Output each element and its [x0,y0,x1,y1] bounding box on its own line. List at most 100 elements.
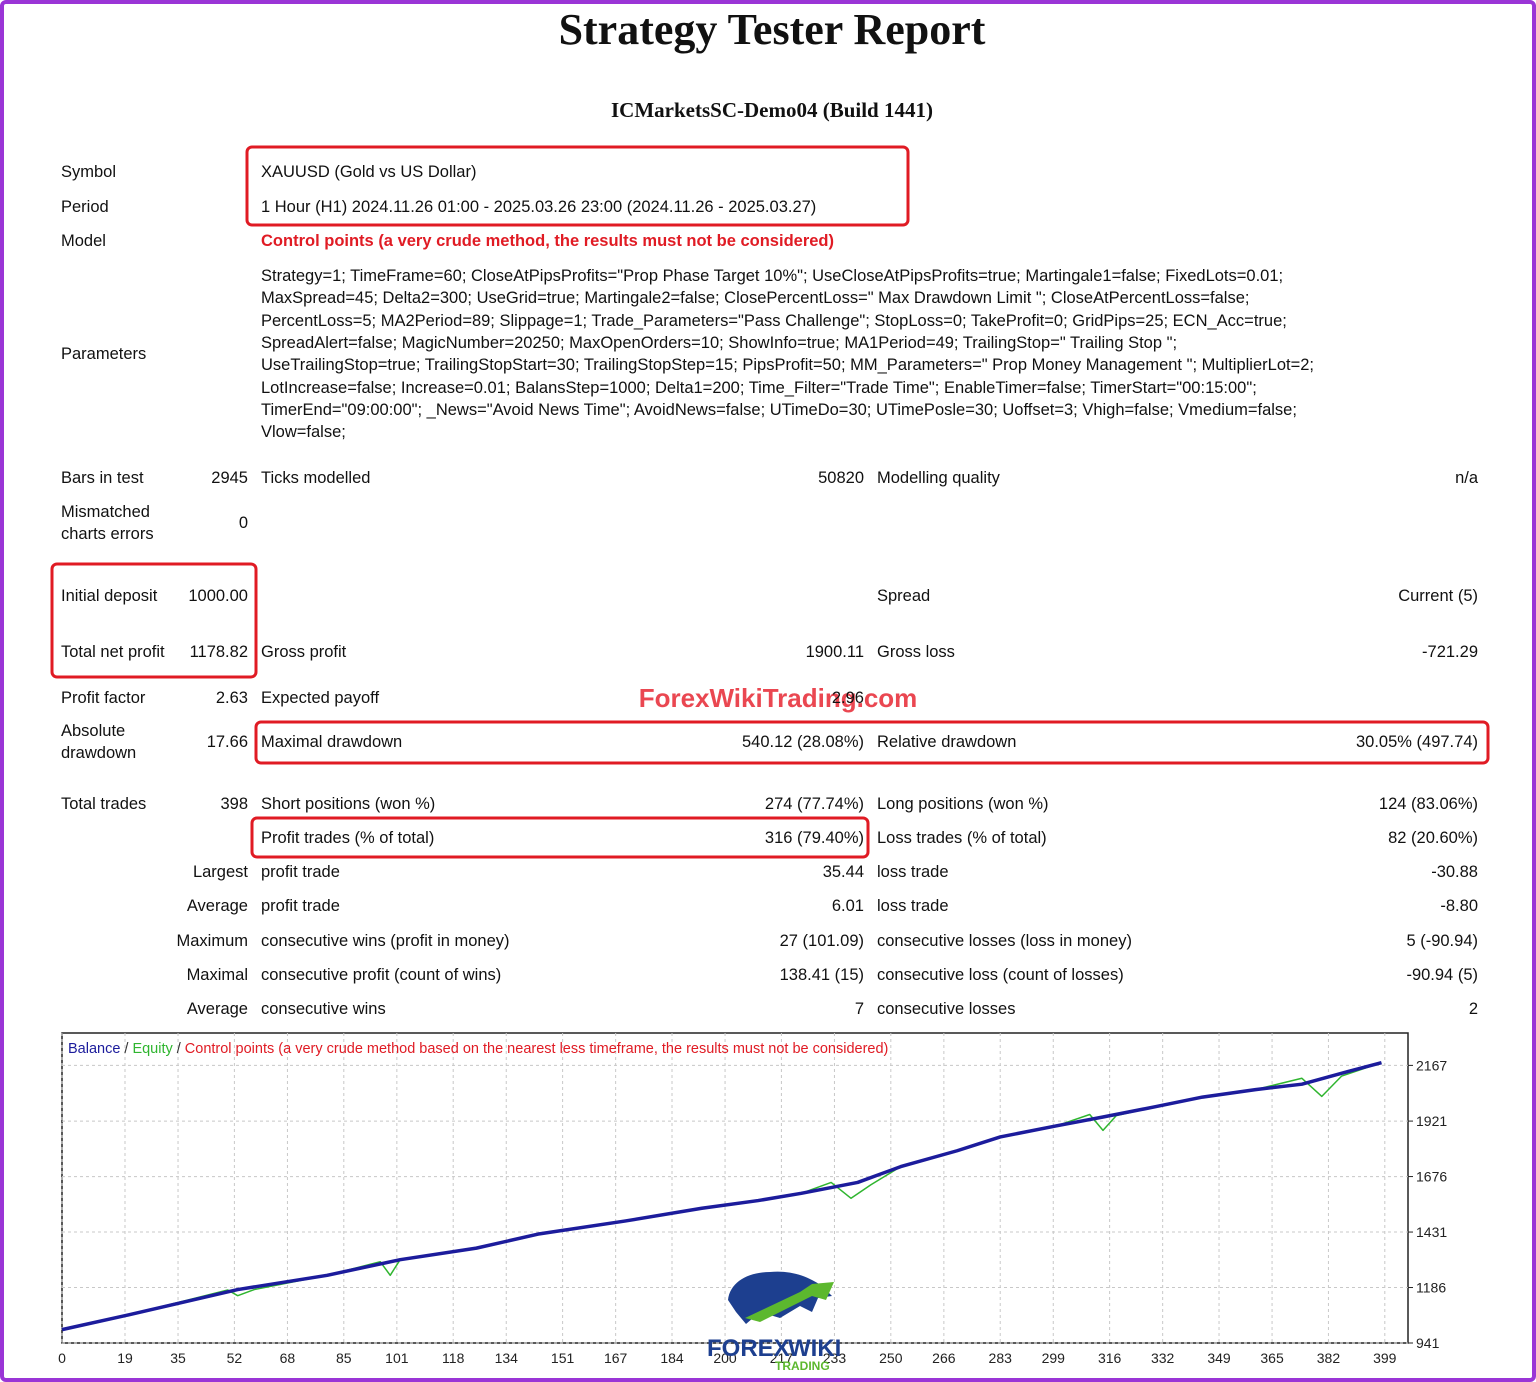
stat-label: loss trade [877,863,949,881]
x-tick-label: 299 [1042,1350,1066,1366]
y-tick-label: 1921 [1416,1113,1447,1129]
stat-label: Total trades [61,795,147,813]
stat-value: 1000.00 [188,587,248,605]
stat-label: Gross loss [877,643,955,661]
x-tick-label: 85 [336,1350,352,1366]
stat-value: 316 (79.40%) [764,829,864,847]
stat-label: Spread [877,587,931,605]
x-tick-label: 349 [1207,1350,1231,1366]
y-tick-label: 2167 [1416,1057,1447,1073]
stat-label: loss trade [877,897,949,915]
x-tick-label: 283 [989,1350,1013,1366]
info-value: XAUUSD (Gold vs US Dollar) [261,163,477,181]
x-tick-label: 134 [495,1350,519,1366]
info-value: Control points (a very crude method, the… [261,232,834,250]
x-tick-label: 68 [280,1350,296,1366]
stat-label: Bars in test [61,469,144,487]
x-tick-label: 151 [551,1350,575,1366]
x-tick-label: 233 [823,1350,847,1366]
legend-note: Control points (a very crude method base… [185,1041,889,1057]
legend-balance: Balance [68,1041,120,1057]
stat-label: Relative drawdown [877,733,1017,751]
stat-label: Modelling quality [877,469,1000,487]
stat-label: consecutive wins [261,1000,386,1018]
stat-label: consecutive losses (loss in money) [877,932,1132,950]
stat-value: -721.29 [1422,643,1478,661]
stat-label: profit trade [261,897,340,915]
x-tick-label: 0 [58,1350,66,1366]
logo-text: TRADING [775,1359,830,1373]
stat-value: 2945 [211,469,248,487]
x-tick-label: 52 [227,1350,243,1366]
stat-value: 124 (83.06%) [1378,795,1478,813]
y-tick-label: 941 [1416,1335,1440,1351]
stat-label: Loss trades (% of total) [877,829,1047,847]
x-tick-label: 101 [385,1350,409,1366]
x-tick-label: 19 [117,1350,133,1366]
highlight-box [50,562,258,679]
x-tick-label: 316 [1098,1350,1122,1366]
stat-value: 17.66 [206,733,248,751]
logo-text: FOREX [707,1335,790,1362]
stat-label: Profit factor [61,689,146,707]
stat-value: Current (5) [1398,587,1478,605]
highlight-box [250,816,870,859]
stat-value: 138.41 (15) [779,966,864,984]
highlight-boxes [50,145,1490,859]
x-tick-label: 167 [604,1350,628,1366]
stat-label: Maximal [186,966,248,984]
stat-label: Expected payoff [261,689,380,707]
balance-line [61,1061,1382,1332]
x-tick-label: 184 [660,1350,684,1366]
info-label: Model [61,232,106,250]
stat-label: consecutive wins (profit in money) [261,932,510,950]
stat-label: Gross profit [261,643,347,661]
stat-label: consecutive loss (count of losses) [877,966,1124,984]
stat-label: Largest [192,863,248,881]
stat-label: Ticks modelled [261,469,371,487]
y-tick-label: 1676 [1416,1169,1447,1185]
parameters-line: UseTrailingStop=true; TrailingStopStart=… [261,356,1314,375]
stat-value: 1178.82 [189,643,248,661]
parameters-line: MaxSpread=45; Delta2=300; UseGrid=true; … [261,289,1250,308]
stat-value: 27 (101.09) [779,932,864,950]
stat-value: 0 [238,514,248,532]
stat-label: Mismatched charts errors [61,503,154,543]
highlight-box [245,145,910,227]
stat-value: 35.44 [822,863,864,881]
stat-value: 50820 [818,469,864,487]
stat-label: Long positions (won %) [877,795,1049,813]
stat-value: -90.94 (5) [1406,966,1478,984]
legend: Balance / Equity / Control points (a very cr… [68,1041,888,1057]
y-tick-label: 1431 [1416,1224,1447,1240]
parameters-line: Vlow=false; [261,423,346,442]
stat-label: consecutive losses [877,1000,1016,1018]
logo-text: WIKI [788,1335,841,1362]
stat-label: Maximum [176,932,248,950]
report-title: Strategy Tester Report [558,5,986,54]
x-tick-label: 382 [1317,1350,1341,1366]
stat-label: Absolute drawdown [61,722,137,762]
x-tick-label: 399 [1373,1350,1397,1366]
x-tick-label: 365 [1260,1350,1284,1366]
stat-label: Total net profit [61,643,165,661]
stat-label: Short positions (won %) [261,795,436,813]
legend-separator: / [124,1041,129,1057]
stat-value: 2.96 [831,689,864,707]
x-tick-label: 250 [879,1350,903,1366]
highlight-box [254,720,1490,765]
watermark: ForexWikiTrading.com [639,683,918,713]
stat-value: 30.05% (497.74) [1355,733,1478,751]
x-tick-label: 200 [713,1350,737,1366]
stat-label: Average [186,1000,248,1018]
x-tick-label: 118 [442,1350,465,1366]
server-name: ICMarketsSC-Demo04 (Build 1441) [611,98,933,122]
x-tick-label: 217 [770,1350,794,1366]
stat-label: Profit trades (% of total) [261,829,435,847]
parameters-label: Parameters [61,345,147,363]
info-label: Period [61,198,109,216]
stat-value: -30.88 [1431,863,1478,881]
